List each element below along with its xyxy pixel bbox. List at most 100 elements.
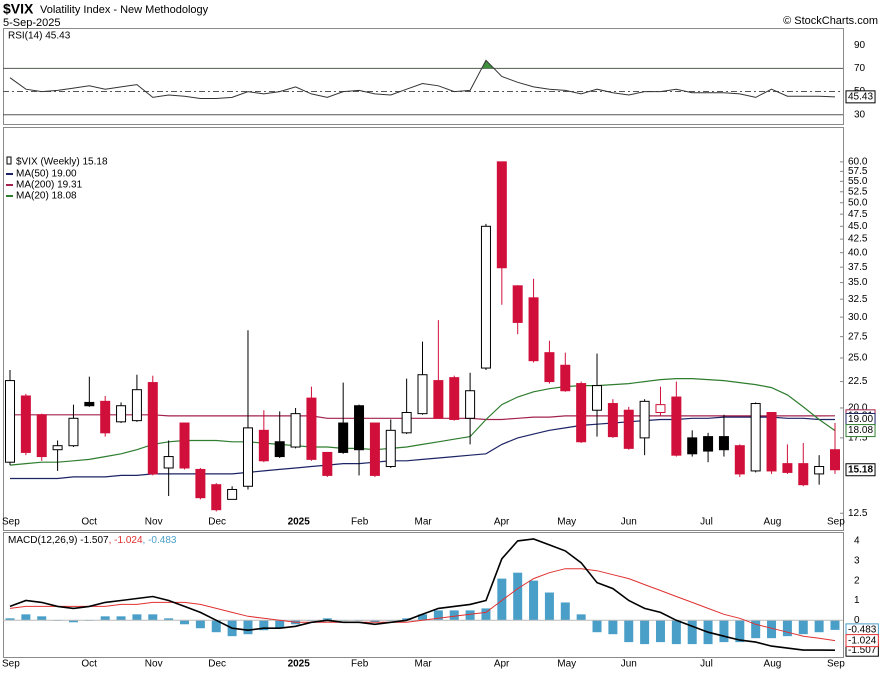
candle-body xyxy=(385,429,396,468)
histogram-bar xyxy=(608,620,618,635)
candle-body xyxy=(163,456,174,469)
y-tick-label: 37.5 xyxy=(848,262,868,273)
legend-entry: MA(200) 19.31 xyxy=(16,180,83,191)
candle-body xyxy=(798,463,809,486)
y-tick-label: 22.5 xyxy=(848,376,868,387)
histogram-bar xyxy=(655,620,665,643)
rsi-panel xyxy=(3,28,844,125)
value-label-bg xyxy=(845,424,876,438)
candle-body xyxy=(290,413,301,448)
candle-body xyxy=(84,401,95,407)
y-tick-label: 32.5 xyxy=(848,294,868,305)
y-tick-label: 35.0 xyxy=(848,277,868,288)
y-tick-label: 45.0 xyxy=(848,221,868,232)
y-tick-label: 30 xyxy=(854,109,866,120)
y-tick-label: 3 xyxy=(854,555,860,566)
x-tick-label: Jun xyxy=(621,517,637,528)
legend-title: $VIX (Weekly) 15.18 xyxy=(16,157,108,168)
candle-body xyxy=(623,409,634,449)
histogram-bar xyxy=(433,610,443,621)
macd-line xyxy=(9,538,836,651)
histogram-bar xyxy=(719,620,729,643)
histogram-bar xyxy=(132,614,142,621)
candle-body xyxy=(131,389,142,422)
candle-body xyxy=(274,441,285,458)
candle-body xyxy=(830,449,840,471)
y-tick-label: 50.0 xyxy=(848,197,868,208)
candle-body xyxy=(814,466,825,475)
value-label: 45.43 xyxy=(848,91,873,102)
value-label: 18.08 xyxy=(848,425,873,436)
x-tick-label: Jun xyxy=(621,659,637,670)
value-label: -1.024 xyxy=(848,635,877,646)
x-tick-label: Mar xyxy=(415,517,433,528)
macd-panel xyxy=(3,532,844,658)
histogram-bar xyxy=(195,620,205,629)
candle-body xyxy=(592,385,603,411)
y-tick-label: 12.5 xyxy=(848,508,868,519)
histogram-bar xyxy=(148,614,158,621)
macd-label-part: , -1.024 xyxy=(109,535,143,546)
rsi-line xyxy=(9,59,836,99)
candle-body xyxy=(417,374,428,415)
candle-body xyxy=(671,396,682,456)
histogram-bar xyxy=(576,614,586,621)
macd-label-part: , -0.483 xyxy=(143,535,177,546)
x-tick-label: Aug xyxy=(764,659,782,670)
x-tick-label: May xyxy=(557,659,576,670)
legend-candle-icon xyxy=(6,156,12,165)
candle-body xyxy=(195,468,206,499)
x-tick-label: Sep xyxy=(2,659,20,670)
macd-label-part: MACD(12,26,9) -1.507 xyxy=(8,535,109,546)
candle-body xyxy=(211,484,222,511)
y-tick-label: 55.0 xyxy=(848,176,868,187)
histogram-bar xyxy=(782,620,792,637)
histogram-bar xyxy=(814,620,824,633)
symbol: $VIX xyxy=(3,1,34,17)
histogram-bar xyxy=(640,620,650,645)
y-tick-label: 47.5 xyxy=(848,209,868,220)
candle-body xyxy=(512,285,523,323)
histogram-bar xyxy=(100,616,110,621)
candle-body xyxy=(52,445,63,451)
histogram-bar xyxy=(21,614,31,621)
candle-body xyxy=(68,417,79,447)
histogram-bar xyxy=(370,620,380,623)
candle-body xyxy=(242,427,253,487)
price-panel xyxy=(3,127,844,531)
histogram-bar xyxy=(671,620,681,645)
value-label-box: 18.08 xyxy=(845,424,876,438)
candle-body xyxy=(433,380,444,419)
y-tick-label: 1 xyxy=(854,595,860,606)
instrument-name: Volatility Index - New Methodology xyxy=(40,4,209,16)
x-tick-label: Oct xyxy=(81,659,97,670)
candle-body xyxy=(338,422,349,453)
y-tick-label: 4 xyxy=(854,536,860,547)
value-label-box: -1.024 xyxy=(845,634,879,648)
histogram-bar xyxy=(687,620,697,645)
y-tick-label: 17.5 xyxy=(848,433,868,444)
candle-body xyxy=(5,380,15,463)
candle-body xyxy=(734,445,745,475)
histogram-bar xyxy=(529,580,539,621)
y-tick-label: 25.0 xyxy=(848,353,868,364)
chart-date: 5-Sep-2025 xyxy=(3,17,61,29)
histogram-bar xyxy=(243,620,253,635)
candle-body xyxy=(544,352,555,383)
histogram-bar xyxy=(544,592,554,621)
y-tick-label: 90 xyxy=(854,40,866,51)
candle-body xyxy=(528,297,539,362)
y-tick-label: 2 xyxy=(854,575,860,586)
candle-body xyxy=(20,395,31,453)
histogram-bar xyxy=(211,620,221,633)
x-tick-label: Apr xyxy=(494,659,510,670)
candle-body xyxy=(227,488,238,500)
x-tick-label: Nov xyxy=(145,659,163,670)
candle-body xyxy=(480,225,491,369)
rsi-label: RSI(14) 45.43 xyxy=(8,31,71,42)
candle-body xyxy=(354,405,365,451)
y-tick-label: 27.5 xyxy=(848,331,868,342)
histogram-bar xyxy=(449,610,459,621)
y-tick-label: 70 xyxy=(854,63,866,74)
